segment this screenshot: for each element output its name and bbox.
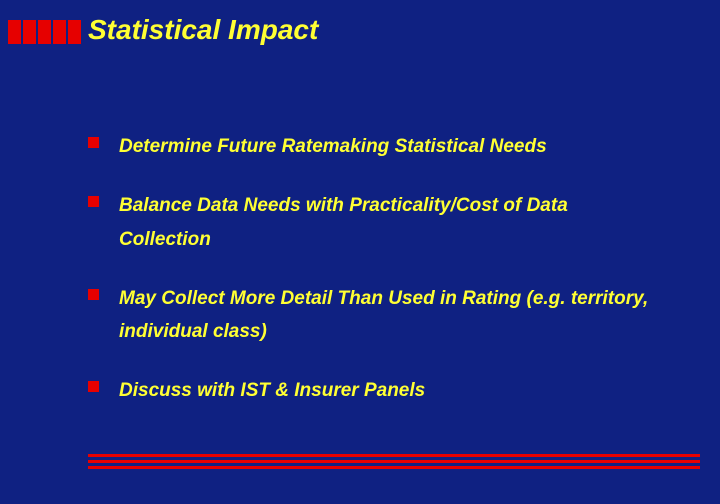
footer-accent-lines <box>88 454 700 472</box>
slide-title: Statistical Impact <box>88 14 318 46</box>
accent-block <box>23 20 36 44</box>
bullet-text: Determine Future Ratemaking Statistical … <box>119 130 547 163</box>
accent-block <box>68 20 81 44</box>
bullet-square-icon <box>88 196 99 207</box>
accent-block <box>38 20 51 44</box>
bullet-text: Discuss with IST & Insurer Panels <box>119 374 425 407</box>
header-accent-blocks <box>8 20 81 44</box>
bullet-item: Balance Data Needs with Practicality/Cos… <box>88 189 660 256</box>
accent-line <box>88 460 700 463</box>
bullet-square-icon <box>88 289 99 300</box>
accent-block <box>53 20 66 44</box>
slide-content: Determine Future Ratemaking Statistical … <box>88 130 660 434</box>
accent-block <box>8 20 21 44</box>
accent-line <box>88 454 700 457</box>
bullet-text: Balance Data Needs with Practicality/Cos… <box>119 189 660 256</box>
bullet-square-icon <box>88 381 99 392</box>
bullet-square-icon <box>88 137 99 148</box>
bullet-item: Determine Future Ratemaking Statistical … <box>88 130 660 163</box>
bullet-text: May Collect More Detail Than Used in Rat… <box>119 282 660 349</box>
accent-line <box>88 466 700 469</box>
bullet-item: Discuss with IST & Insurer Panels <box>88 374 660 407</box>
bullet-item: May Collect More Detail Than Used in Rat… <box>88 282 660 349</box>
